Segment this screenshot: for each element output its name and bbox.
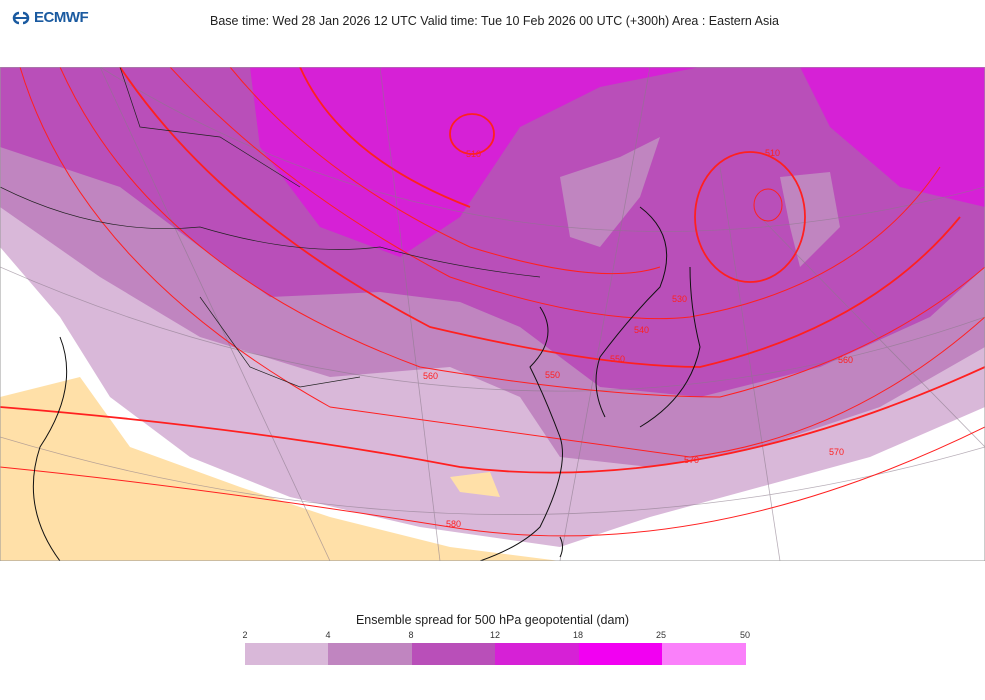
legend-tick: 4 bbox=[325, 630, 331, 640]
legend-swatch bbox=[328, 643, 412, 665]
logo-text: ECMWF bbox=[34, 9, 89, 26]
contour-label: 570 bbox=[829, 447, 844, 457]
contour-label: 530 bbox=[672, 294, 687, 304]
contour-label: 510 bbox=[466, 149, 481, 159]
contour-label: 580 bbox=[446, 519, 461, 529]
spread-12-18 bbox=[250, 67, 700, 257]
contour-label: 510 bbox=[765, 148, 780, 158]
ecmwf-logo: ECMWF bbox=[10, 9, 89, 26]
contour-labels: 510 510 530 540 550 550 560 570 580 570 … bbox=[423, 148, 853, 529]
coastlines bbox=[32, 206, 701, 561]
legend-title: Ensemble spread for 500 hPa geopotential… bbox=[355, 613, 630, 627]
contour-label: 560 bbox=[423, 371, 438, 381]
legend-swatch bbox=[662, 643, 746, 665]
graticule bbox=[0, 67, 985, 561]
contour-label: 550 bbox=[610, 354, 625, 364]
contour-label: 550 bbox=[545, 370, 560, 380]
ecmwf-logo-icon bbox=[12, 11, 30, 24]
spread-8-12 bbox=[0, 67, 985, 397]
legend-tick: 50 bbox=[739, 630, 751, 640]
contour-label: 570 bbox=[684, 455, 699, 465]
legend-swatch bbox=[578, 643, 663, 665]
spread-12-18-east bbox=[800, 67, 985, 207]
legend-swatch bbox=[495, 643, 579, 665]
land-patch bbox=[450, 472, 500, 497]
contour-label: 560 bbox=[838, 355, 853, 365]
spread-4-8-pocket bbox=[560, 137, 660, 247]
legend-tick: 8 bbox=[408, 630, 414, 640]
legend-tick: 18 bbox=[572, 630, 584, 640]
title-text: Base time: Wed 28 Jan 2026 12 UTC Valid … bbox=[210, 14, 779, 28]
land-low-spread bbox=[0, 377, 560, 561]
spread-4-8-pocket-east bbox=[780, 172, 840, 267]
geopotential-contours bbox=[0, 67, 985, 537]
legend-tick: 12 bbox=[489, 630, 501, 640]
map-plot[interactable]: 510 510 530 540 550 550 560 570 580 570 … bbox=[0, 67, 985, 561]
legend-swatch bbox=[245, 643, 329, 665]
legend-tick: 2 bbox=[242, 630, 248, 640]
legend-swatch bbox=[411, 643, 496, 665]
contour-label: 540 bbox=[634, 325, 649, 335]
legend-tick: 25 bbox=[655, 630, 667, 640]
borders bbox=[0, 67, 541, 388]
page-title: Base time: Wed 28 Jan 2026 12 UTC Valid … bbox=[0, 14, 985, 28]
